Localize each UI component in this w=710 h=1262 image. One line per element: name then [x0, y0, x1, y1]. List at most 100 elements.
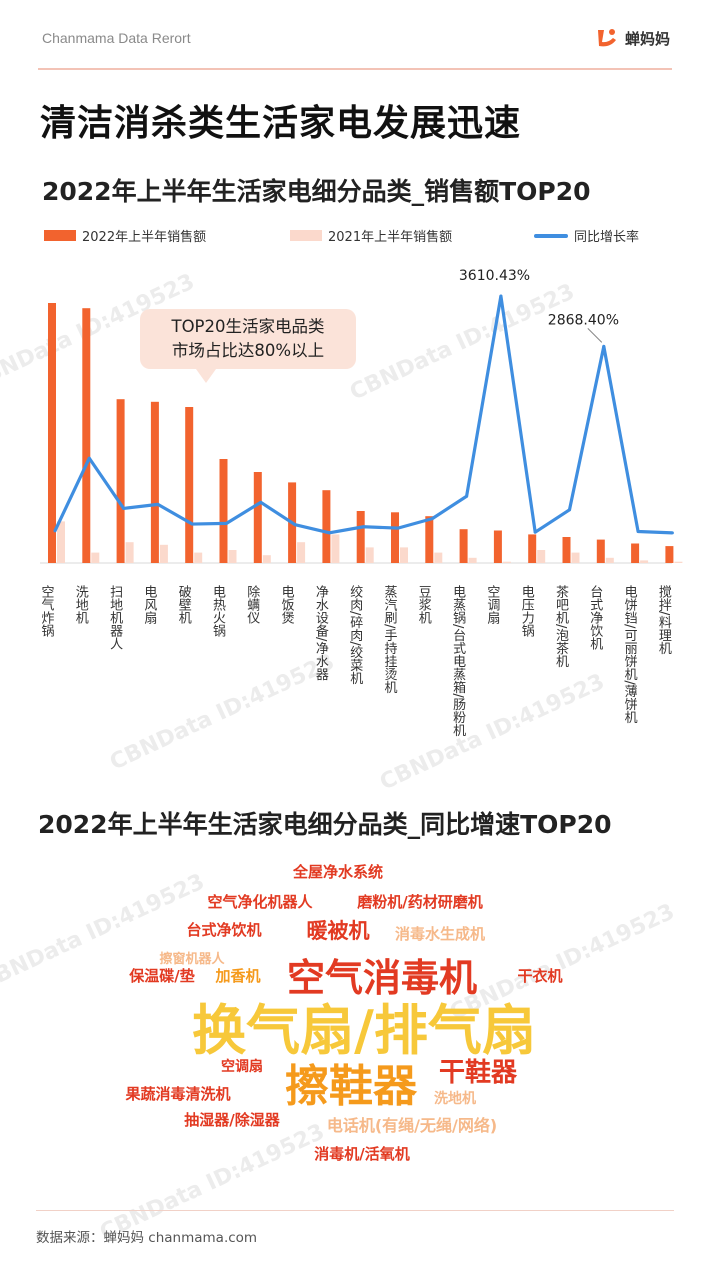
bar-2021: [331, 534, 340, 563]
chart1-title: 2022年上半年生活家电细分品类_销售额TOP20: [42, 177, 591, 206]
callout-tail: [196, 369, 216, 383]
bar-2022: [631, 543, 640, 563]
bar-2021: [537, 550, 546, 563]
category-label: 豆浆机: [416, 585, 432, 625]
word-cloud-item: 抽湿器/除湿器: [184, 1111, 280, 1129]
category-label: 电压力锅: [519, 585, 535, 637]
brand-name: 蝉妈妈: [624, 29, 670, 48]
bar-2022: [219, 459, 228, 563]
bar-2021: [365, 547, 374, 563]
word-cloud-item: 电话机(有绳/无绳/网络): [326, 1116, 498, 1136]
bar-2022: [150, 401, 159, 563]
word-cloud-item: 洗地机: [434, 1090, 476, 1107]
category-label: 搅拌/料理机: [656, 584, 672, 655]
growth-point: [465, 494, 469, 498]
growth-point: [156, 502, 160, 506]
category-label: 台式净饮机: [587, 585, 603, 651]
bar-2021: [125, 542, 134, 563]
bar-2022: [425, 516, 434, 563]
header-divider: [38, 68, 672, 70]
growth-point: [568, 508, 571, 512]
page-title: 清洁消杀类生活家电发展迅速: [40, 103, 522, 144]
chart-legend: 2022年上半年销售额 2021年上半年销售额 同比增长率: [44, 226, 684, 248]
growth-point: [53, 529, 57, 533]
bar-2022: [185, 407, 194, 563]
callout-line-2: 市场占比达80%以上: [171, 341, 325, 360]
bar-2022: [596, 539, 605, 563]
bar-2022: [665, 546, 674, 563]
word-cloud-item: 干衣机: [517, 967, 563, 985]
bar-2022: [48, 303, 56, 563]
footer-divider: [36, 1210, 674, 1211]
second-peak-label: 2868.40%: [548, 312, 619, 328]
word-cloud-item: 消毒机/活氧机: [314, 1145, 410, 1163]
bar-2022: [528, 534, 537, 563]
category-label: 蒸汽刷/手持挂烫机: [382, 585, 398, 695]
word-cloud-item: 果蔬消毒清洗机: [125, 1085, 231, 1103]
word-cloud-item: 台式净饮机: [186, 921, 262, 939]
growth-point: [293, 523, 297, 527]
category-label: 电风扇: [141, 585, 157, 624]
bar-2021: [91, 552, 100, 563]
annotation-leader: [587, 328, 603, 343]
category-label: 空气炸锅: [39, 585, 55, 637]
legend-label: 2022年上半年销售额: [82, 230, 207, 245]
bar-2021: [605, 557, 614, 563]
bar-2022: [562, 537, 571, 563]
legend-item-2022: 2022年上半年销售额: [44, 226, 206, 245]
growth-point: [362, 525, 366, 529]
callout-line-1: TOP20生活家电品类: [171, 317, 325, 336]
bar-2022: [322, 490, 331, 563]
bar-2022: [459, 529, 468, 563]
word-cloud-item: 加香机: [215, 967, 261, 985]
chanmama-logo-icon: [597, 29, 616, 47]
word-cloud-item: 磨粉机/药材研磨机: [357, 893, 483, 911]
bar-2022: [82, 308, 91, 563]
growth-word-cloud: 全屋净水系统 空气净化机器人 磨粉机/药材研磨机 台式净饮机 暖被机 消毒水生成机 擦窗机器…: [0, 840, 710, 1180]
growth-point: [396, 526, 400, 530]
growth-point: [225, 521, 228, 525]
category-label: 洗地机: [73, 585, 89, 625]
growth-point: [602, 344, 606, 348]
bar-2021: [640, 560, 649, 563]
bar-2021: [571, 552, 580, 563]
bar-2021: [57, 521, 65, 563]
bar-2022: [391, 512, 399, 563]
growth-point: [122, 506, 126, 510]
bar-2022: [356, 511, 365, 563]
category-label: 电蒸锅/台式电蒸箱/肠粉机: [450, 585, 466, 738]
word-cloud-item: 干鞋器: [438, 1058, 518, 1089]
category-label: 茶吧机/泡茶机: [553, 584, 569, 668]
bar-2021: [400, 547, 408, 563]
bar-2021: [502, 561, 511, 563]
growth-point: [670, 531, 674, 535]
data-source: 数据来源：蝉妈妈 chanmama.com: [36, 1230, 258, 1246]
bar-2021: [159, 544, 168, 563]
bar-2021: [297, 542, 306, 563]
category-label: 电热火锅: [210, 585, 226, 637]
bar-2021: [194, 552, 203, 563]
category-label: 电饭煲: [279, 585, 295, 624]
growth-point: [190, 522, 194, 526]
bar-2021: [674, 561, 683, 563]
sales-chart: 空气炸锅 洗地机 扫地机器人 电风扇 破壁机 电热火锅 除螨仪 电饭煲 净水设备/净水器 绞肉/碎…: [39, 268, 683, 738]
growth-point: [636, 530, 640, 534]
peak-label: 3610.43%: [459, 268, 530, 284]
growth-point: [87, 456, 91, 460]
legend-item-growth: 同比增长率: [534, 226, 639, 245]
growth-point: [327, 531, 331, 535]
report-label: Chanmama Data Rerort: [42, 30, 191, 46]
word-cloud-item: 暖被机: [306, 919, 370, 944]
legend-label: 同比增长率: [574, 230, 640, 245]
category-label: 扫地机器人: [107, 585, 123, 650]
category-label: 绞肉/碎肉/绞菜机: [347, 584, 363, 686]
word-cloud-item: 保温碟/垫: [129, 967, 195, 985]
word-cloud-item: 换气扇/排气扇: [192, 998, 536, 1062]
bar-2022: [116, 399, 125, 563]
category-label: 破壁机: [176, 585, 192, 625]
growth-point: [430, 517, 434, 521]
bar-2021: [434, 552, 443, 563]
growth-point: [499, 294, 503, 298]
bar-2022: [493, 530, 502, 563]
bar-2022: [253, 472, 262, 563]
